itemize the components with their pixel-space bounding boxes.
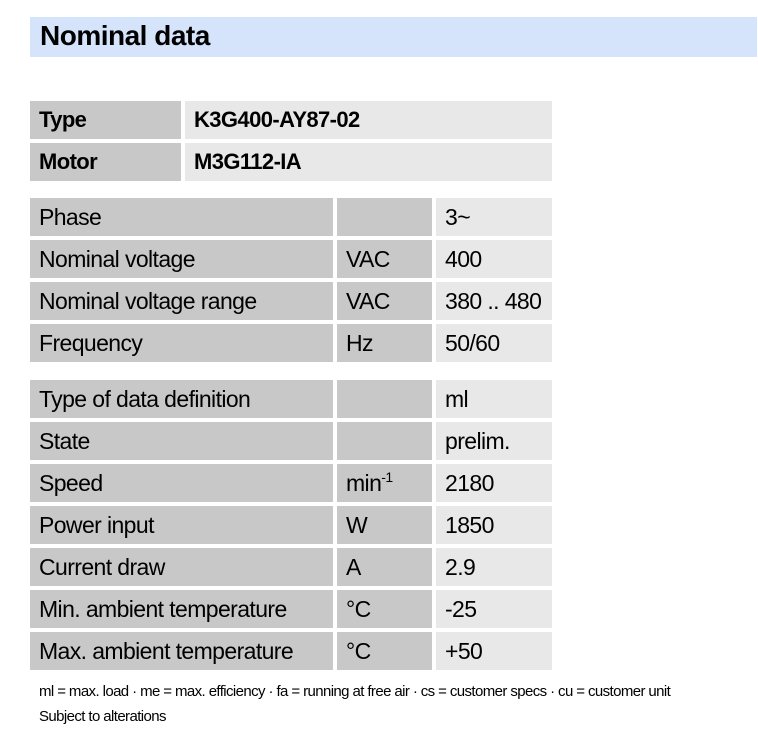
section-title: Nominal data [40,20,210,51]
table-row: Speed min-1 2180 [30,464,552,502]
table-row: Nominal voltage range VAC 380 .. 480 [30,282,552,320]
row-label: Nominal voltage [30,240,333,278]
row-value: 2180 [436,464,552,502]
unit-text: VAC [346,288,390,314]
row-label: Frequency [30,324,333,362]
row-unit: °C [337,632,432,670]
row-label: Phase [30,198,333,236]
table-row: Phase 3~ [30,198,552,236]
row-value: 380 .. 480 [436,282,552,320]
table-row: Frequency Hz 50/60 [30,324,552,362]
identity-row: Type K3G400-AY87-02 [30,101,552,139]
row-unit [337,198,432,236]
row-label: Min. ambient temperature [30,590,333,628]
row-value: 1850 [436,506,552,544]
table-row: Power input W 1850 [30,506,552,544]
row-label: Nominal voltage range [30,282,333,320]
unit-superscript: -1 [381,469,393,485]
row-unit: °C [337,590,432,628]
row-unit [337,422,432,460]
table-row: Min. ambient temperature °C -25 [30,590,552,628]
row-label: Speed [30,464,333,502]
footer-note: Subject to alterations [39,708,166,725]
row-label: Max. ambient temperature [30,632,333,670]
row-value: 400 [436,240,552,278]
row-value: 2.9 [436,548,552,586]
footer-legend: ml = max. load · me = max. efficiency · … [39,683,671,700]
row-value: ml [436,380,552,418]
row-value: +50 [436,632,552,670]
identity-row: Motor M3G112-IA [30,143,552,181]
row-unit: VAC [337,240,432,278]
row-label: Type of data definition [30,380,333,418]
row-unit: Hz [337,324,432,362]
table-row: Max. ambient temperature °C +50 [30,632,552,670]
row-unit: W [337,506,432,544]
table-row: State prelim. [30,422,552,460]
row-value: M3G112-IA [185,143,552,181]
row-label: Power input [30,506,333,544]
unit-text: min [346,470,382,496]
row-label: Type [30,101,181,139]
table-row: Current draw A 2.9 [30,548,552,586]
row-unit: min-1 [337,464,432,502]
row-value: K3G400-AY87-02 [185,101,552,139]
table-row: Type of data definition ml [30,380,552,418]
row-label: State [30,422,333,460]
section-header: Nominal data [30,17,757,57]
row-unit [337,380,432,418]
row-value: 3~ [436,198,552,236]
unit-text: A [346,554,361,580]
unit-text: VAC [346,246,390,272]
row-unit: A [337,548,432,586]
row-value: -25 [436,590,552,628]
row-unit: VAC [337,282,432,320]
row-label: Current draw [30,548,333,586]
unit-text: Hz [346,330,374,356]
row-value: prelim. [436,422,552,460]
unit-text: W [346,512,368,538]
row-value: 50/60 [436,324,552,362]
unit-text: °C [346,638,371,664]
row-label: Motor [30,143,181,181]
table-row: Nominal voltage VAC 400 [30,240,552,278]
unit-text: °C [346,596,371,622]
